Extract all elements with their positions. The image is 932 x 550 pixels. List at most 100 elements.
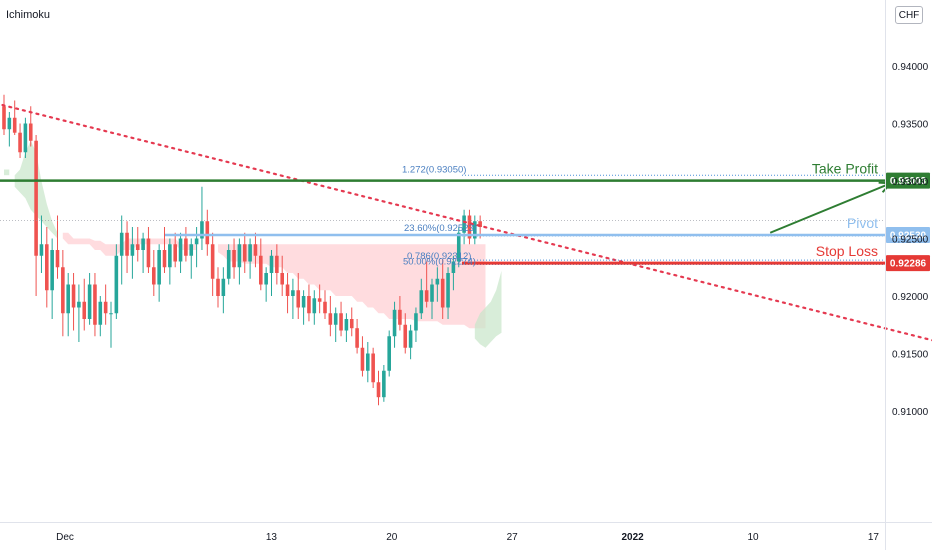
candle[interactable] <box>376 382 381 398</box>
candle[interactable] <box>130 244 135 256</box>
candle[interactable] <box>301 296 306 308</box>
candle[interactable] <box>173 244 177 262</box>
candle[interactable] <box>87 284 92 320</box>
candle[interactable] <box>323 301 327 314</box>
candle[interactable] <box>210 244 215 279</box>
candle[interactable] <box>12 117 17 133</box>
candle[interactable] <box>237 244 242 268</box>
candle[interactable] <box>7 117 12 130</box>
candle[interactable] <box>462 215 466 233</box>
candle[interactable] <box>259 255 263 285</box>
candle[interactable] <box>333 313 338 325</box>
candle[interactable] <box>248 244 252 262</box>
candle[interactable] <box>23 123 28 153</box>
candle[interactable] <box>205 221 210 245</box>
candle[interactable] <box>446 273 450 308</box>
candle[interactable] <box>135 244 140 250</box>
candle[interactable] <box>328 313 333 325</box>
cloud-bull <box>474 270 502 348</box>
candle[interactable] <box>355 328 359 348</box>
candle[interactable] <box>82 301 87 319</box>
candle[interactable] <box>430 284 434 302</box>
candle[interactable] <box>392 309 397 337</box>
candle[interactable] <box>478 221 482 227</box>
candle[interactable] <box>162 250 167 268</box>
candle[interactable] <box>18 132 22 153</box>
candle[interactable] <box>275 255 279 273</box>
candle[interactable] <box>216 278 220 296</box>
candle[interactable] <box>307 296 311 314</box>
candle[interactable] <box>226 250 231 279</box>
candle[interactable] <box>408 330 413 348</box>
candle[interactable] <box>141 238 145 251</box>
candle[interactable] <box>55 250 60 268</box>
candle[interactable] <box>152 267 156 285</box>
candle[interactable] <box>50 250 54 291</box>
candle[interactable] <box>189 244 194 256</box>
candle[interactable] <box>473 221 477 239</box>
candle[interactable] <box>71 284 76 308</box>
candle[interactable] <box>77 301 81 308</box>
candle[interactable] <box>93 284 97 325</box>
candle[interactable] <box>168 244 172 268</box>
candle[interactable] <box>312 298 317 314</box>
candle[interactable] <box>280 273 284 285</box>
candle[interactable] <box>253 244 258 256</box>
candle[interactable] <box>157 250 161 285</box>
candle[interactable] <box>200 221 204 239</box>
candle[interactable] <box>264 273 268 285</box>
x-tick-label: 2022 <box>621 532 644 543</box>
candle[interactable] <box>45 244 49 291</box>
candle[interactable] <box>382 370 386 398</box>
candle[interactable] <box>61 267 65 314</box>
candle[interactable] <box>403 324 408 348</box>
candle[interactable] <box>114 255 119 314</box>
candle[interactable] <box>232 250 236 268</box>
candle[interactable] <box>119 232 124 256</box>
candle[interactable] <box>467 215 472 239</box>
cloud-bull <box>4 169 10 176</box>
price-tag-label: 0.93003 <box>890 176 927 187</box>
candle[interactable] <box>339 313 343 331</box>
candle[interactable] <box>360 347 365 371</box>
candle[interactable] <box>398 309 402 325</box>
candle[interactable] <box>178 238 183 262</box>
candle[interactable] <box>269 255 274 273</box>
candle[interactable] <box>125 232 129 256</box>
candle[interactable] <box>456 232 461 262</box>
candle[interactable] <box>34 140 38 256</box>
candle[interactable] <box>39 244 44 256</box>
candle[interactable] <box>387 336 391 371</box>
trendline[interactable] <box>0 95 932 356</box>
y-tick-label: 0.93500 <box>892 120 929 131</box>
level-name: Pivot <box>847 215 878 231</box>
candle[interactable] <box>440 278 445 308</box>
candle[interactable] <box>344 319 349 331</box>
candle[interactable] <box>2 106 6 130</box>
candle[interactable] <box>317 298 322 302</box>
candle[interactable] <box>419 290 424 314</box>
candle[interactable] <box>291 290 295 296</box>
candle[interactable] <box>98 301 103 325</box>
candle[interactable] <box>371 353 375 383</box>
projection-arrow[interactable] <box>769 182 891 234</box>
candle[interactable] <box>221 278 226 296</box>
candle[interactable] <box>349 319 354 329</box>
candle[interactable] <box>184 238 188 256</box>
candle[interactable] <box>109 313 113 315</box>
candle[interactable] <box>435 278 440 285</box>
currency-badge[interactable]: CHF <box>895 6 923 24</box>
candle[interactable] <box>242 244 247 262</box>
candle[interactable] <box>451 261 456 274</box>
candle[interactable] <box>103 301 108 314</box>
candle[interactable] <box>28 123 33 141</box>
candle[interactable] <box>194 238 199 245</box>
candle[interactable] <box>296 290 301 308</box>
candle[interactable] <box>285 284 290 297</box>
candle[interactable] <box>424 290 429 302</box>
candle[interactable] <box>414 313 418 331</box>
candle[interactable] <box>66 284 70 314</box>
candle[interactable] <box>366 353 370 371</box>
candle[interactable] <box>146 238 151 268</box>
